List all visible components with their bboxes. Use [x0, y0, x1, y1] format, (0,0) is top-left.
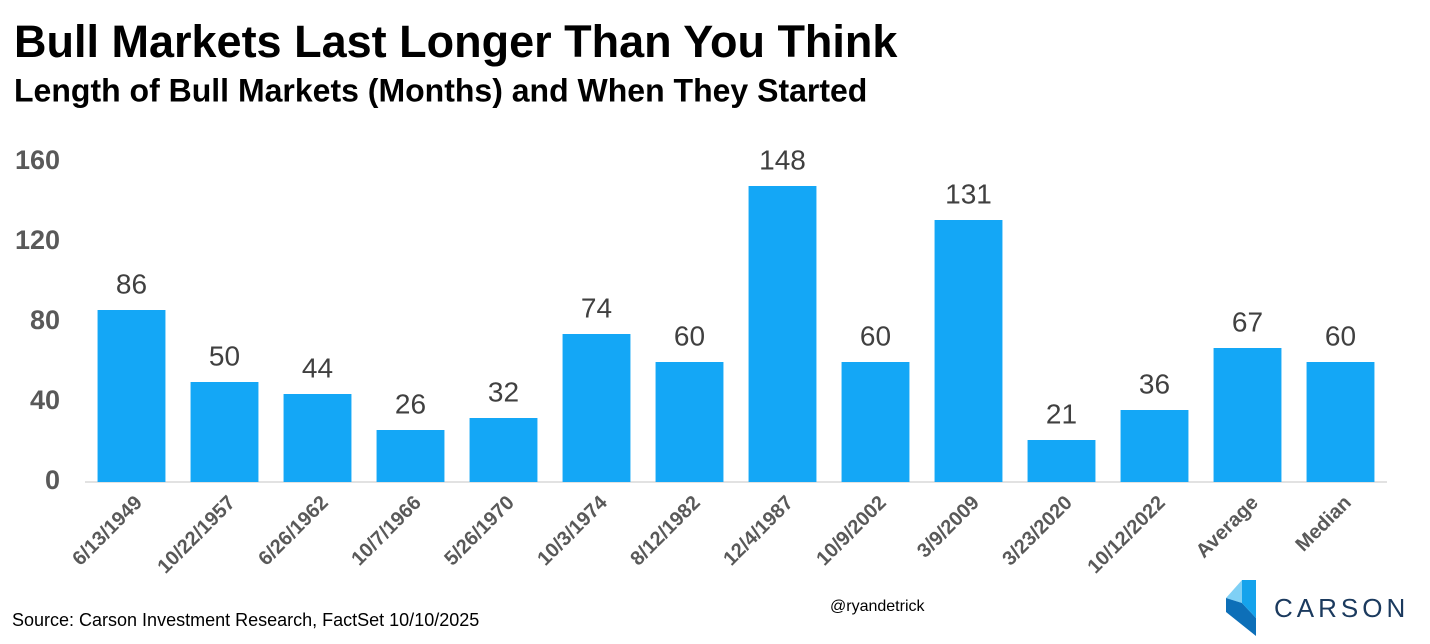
value-label: 67 — [1232, 306, 1263, 337]
x-tick-label: 10/3/1974 — [533, 491, 612, 570]
bar — [562, 334, 631, 482]
bar — [469, 418, 538, 482]
x-tick-label: 10/12/2022 — [1083, 492, 1169, 578]
bar — [934, 220, 1003, 482]
value-label: 44 — [302, 352, 333, 383]
bar — [841, 362, 910, 482]
value-label: 148 — [759, 144, 806, 175]
x-tick-label: 8/12/1982 — [626, 492, 704, 570]
x-tick-label: 10/7/1966 — [347, 492, 425, 570]
bar — [748, 186, 817, 482]
chart-title: Bull Markets Last Longer Than You Think — [14, 16, 898, 67]
x-tick-label: 10/22/1957 — [153, 492, 239, 578]
bar — [376, 430, 445, 482]
value-label: 21 — [1046, 398, 1077, 429]
x-tick-label: 10/9/2002 — [812, 492, 890, 570]
source-note: Source: Carson Investment Research, Fact… — [12, 610, 479, 630]
x-tick-label: 12/4/1987 — [719, 492, 797, 570]
logo-mark — [1226, 580, 1256, 636]
value-label: 26 — [395, 388, 426, 419]
bar — [283, 394, 352, 482]
chart-subtitle: Length of Bull Markets (Months) and When… — [14, 72, 867, 108]
value-label: 131 — [945, 178, 992, 209]
logo-text: CARSON — [1274, 593, 1409, 623]
x-tick-label: 3/9/2009 — [913, 492, 984, 563]
author-handle: @ryandetrick — [830, 598, 925, 615]
bar — [1027, 440, 1096, 482]
y-tick-label: 0 — [45, 465, 60, 495]
value-label: 60 — [674, 320, 705, 351]
value-label: 32 — [488, 376, 519, 407]
bar — [1306, 362, 1375, 482]
value-label: 36 — [1139, 368, 1170, 399]
x-tick-label: 6/26/1962 — [254, 492, 332, 570]
x-tick-label: 5/26/1970 — [440, 492, 518, 570]
value-label: 60 — [1325, 320, 1356, 351]
bar — [190, 382, 259, 482]
logo-shape — [1226, 598, 1256, 636]
value-label: 74 — [581, 292, 612, 323]
value-label: 60 — [860, 320, 891, 351]
bar — [97, 310, 166, 482]
x-tick-label: 6/13/1949 — [68, 492, 146, 570]
x-tick-label: 3/23/2020 — [998, 492, 1076, 570]
logo-shape — [1226, 580, 1242, 603]
bar — [655, 362, 724, 482]
y-tick-label: 80 — [30, 305, 60, 335]
y-tick-label: 40 — [30, 385, 60, 415]
value-label: 86 — [116, 268, 147, 299]
bar — [1120, 410, 1189, 482]
bar — [1213, 348, 1282, 482]
y-tick-label: 160 — [15, 145, 60, 175]
x-tick-label: Average — [1192, 492, 1263, 563]
value-label: 50 — [209, 340, 240, 371]
x-tick-label: Median — [1291, 492, 1355, 556]
logo-shape — [1242, 580, 1256, 618]
y-tick-label: 120 — [15, 225, 60, 255]
